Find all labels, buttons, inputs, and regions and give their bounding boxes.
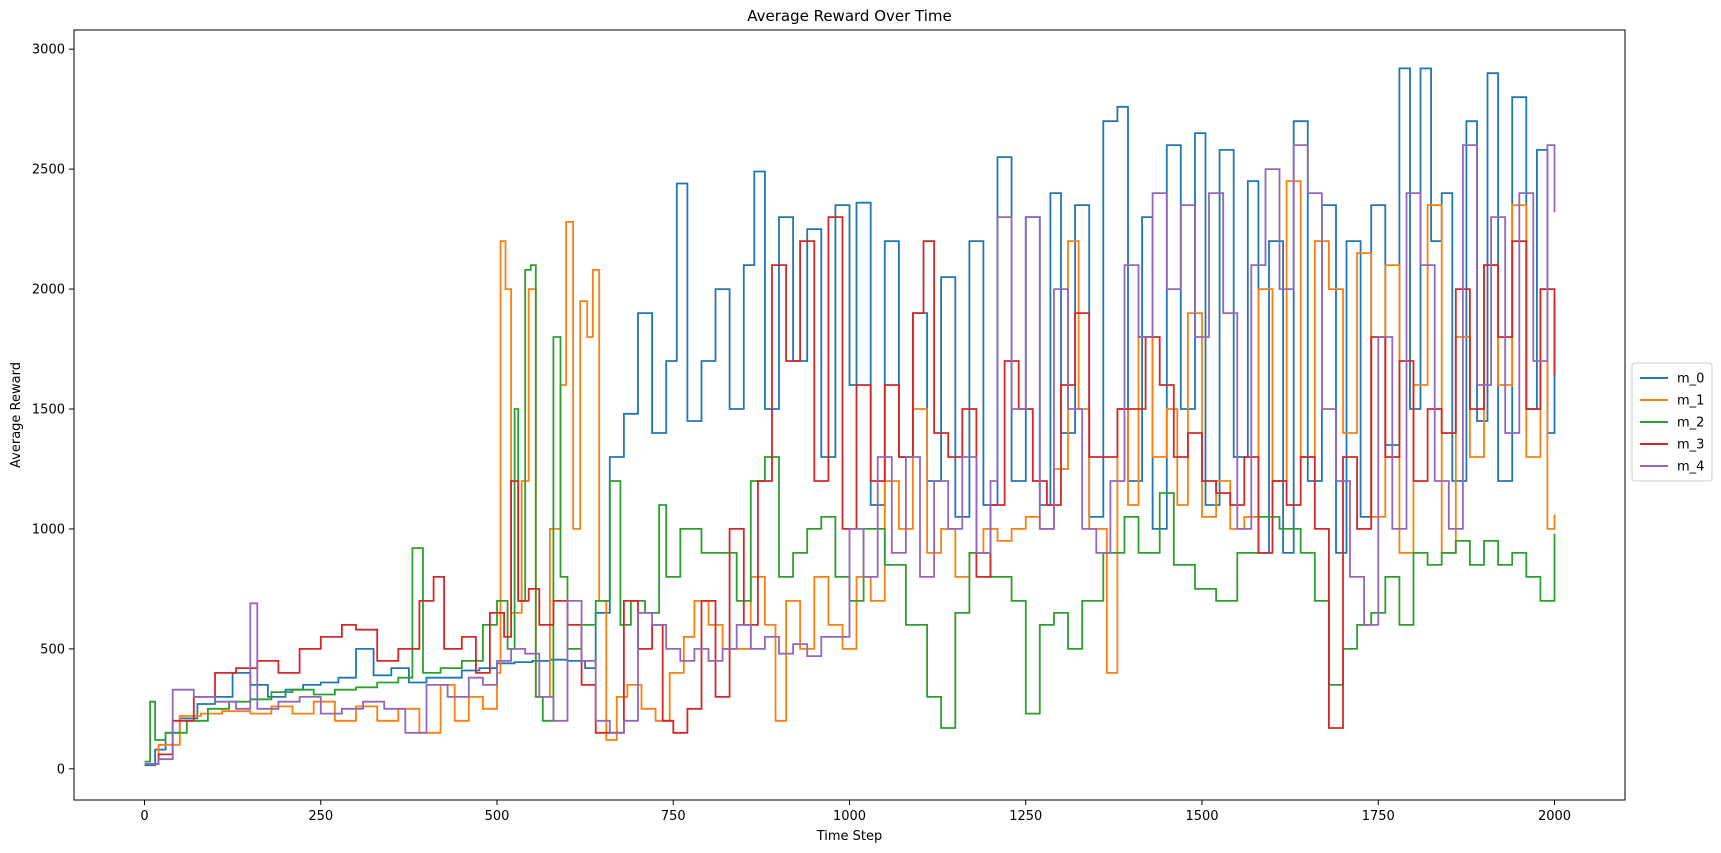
- y-axis: 0 500 1000 1500 2000 2500 3000: [32, 43, 74, 777]
- y-tick-label-1000: 1000: [32, 522, 65, 537]
- legend-label-m_3: m_3: [1677, 438, 1704, 453]
- x-axis: 0 250 500 750 1000 1250 1500 1750 2000: [140, 800, 1571, 824]
- x-tick-label-1250: 1250: [1009, 809, 1042, 824]
- series-line-m_4: [144, 144, 1556, 765]
- x-tick-label-1000: 1000: [833, 809, 866, 824]
- plot-area: [73, 29, 1626, 801]
- legend: m_0 m_1 m_2 m_3 m_4: [1631, 362, 1713, 482]
- x-tick-label-1500: 1500: [1185, 809, 1218, 824]
- legend-label-m_2: m_2: [1677, 416, 1704, 431]
- series-line-m_1: [144, 180, 1556, 765]
- x-tick-label-2000: 2000: [1538, 809, 1571, 824]
- y-tick-label-1500: 1500: [32, 403, 65, 418]
- y-tick-label-500: 500: [40, 642, 65, 657]
- legend-label-m_4: m_4: [1677, 460, 1704, 475]
- x-tick-label-1750: 1750: [1362, 809, 1395, 824]
- legend-box: [1631, 362, 1713, 482]
- y-tick-label-2500: 2500: [32, 163, 65, 178]
- y-tick-label-2000: 2000: [32, 283, 65, 298]
- x-tick-label-500: 500: [485, 809, 510, 824]
- x-axis-label: Time Step: [816, 829, 883, 844]
- x-tick-label-750: 750: [661, 809, 686, 824]
- y-tick-label-0: 0: [57, 762, 65, 777]
- legend-label-m_0: m_0: [1677, 372, 1704, 387]
- y-tick-label-3000: 3000: [32, 43, 65, 58]
- x-tick-label-250: 250: [308, 809, 333, 824]
- y-axis-label: Average Reward: [9, 362, 24, 468]
- legend-label-m_1: m_1: [1677, 394, 1704, 409]
- chart-title: Average Reward Over Time: [747, 7, 952, 25]
- x-tick-label-0: 0: [140, 809, 148, 824]
